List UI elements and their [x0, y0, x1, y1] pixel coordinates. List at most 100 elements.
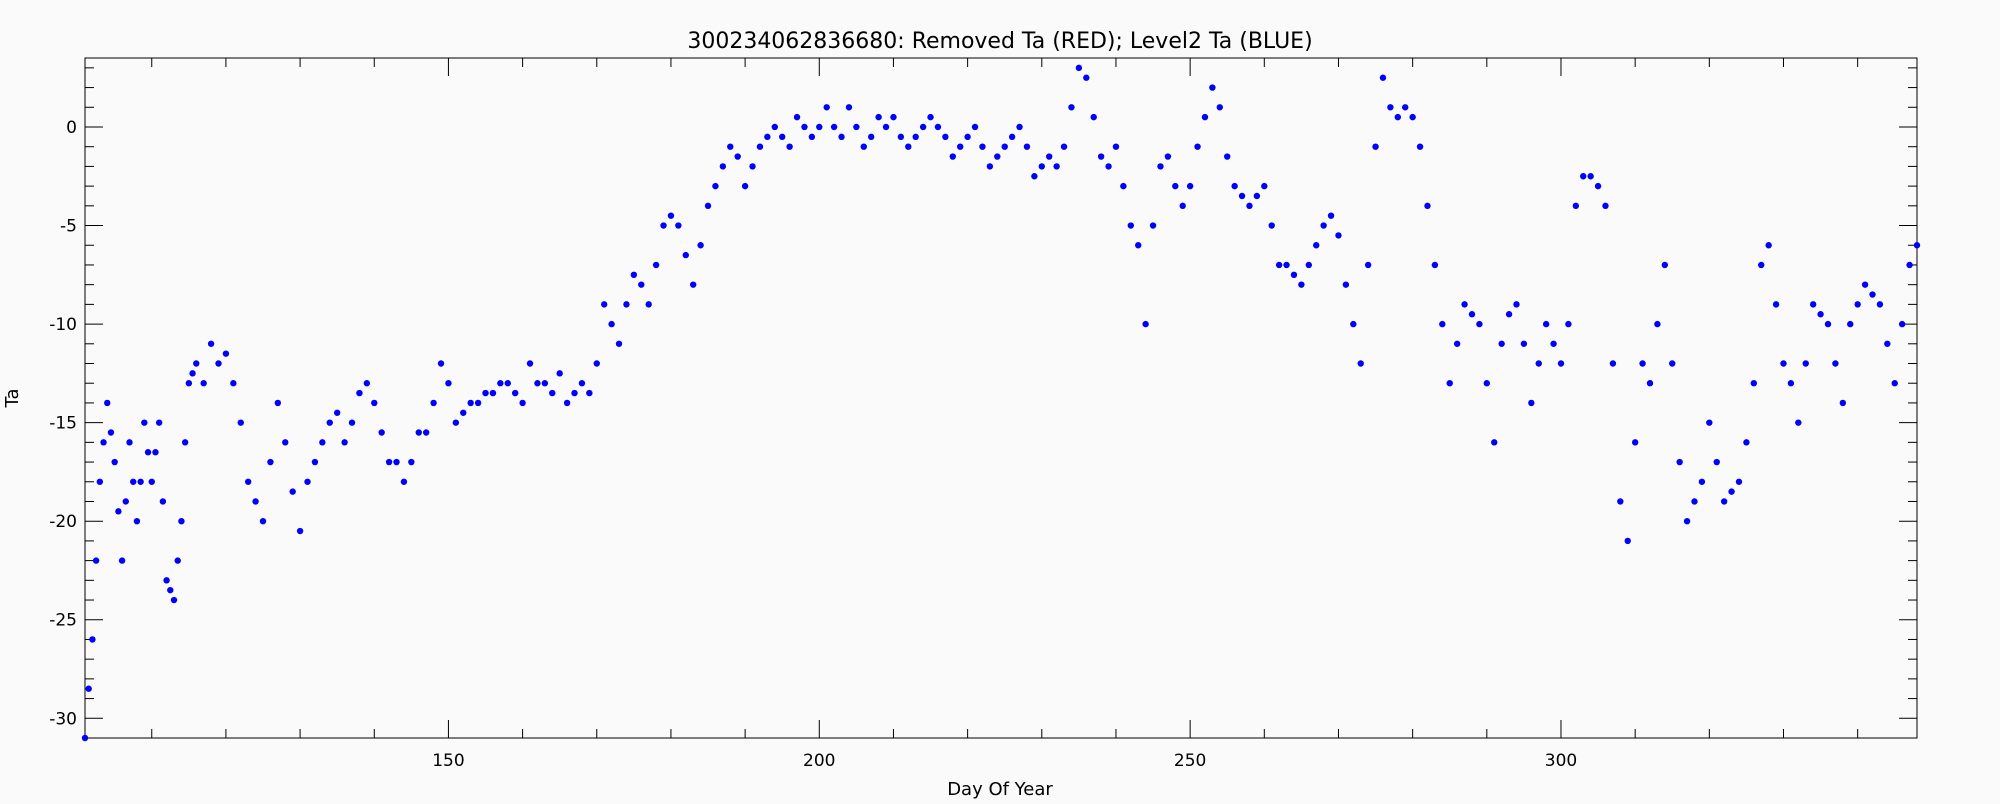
- data-point: [137, 478, 144, 485]
- data-point: [949, 153, 956, 160]
- data-point: [130, 478, 137, 485]
- data-point: [148, 478, 155, 485]
- data-point: [942, 133, 949, 141]
- data-point: [957, 143, 964, 150]
- y-tick-label: -30: [49, 709, 77, 729]
- data-point: [1268, 222, 1275, 229]
- data-point: [1001, 143, 1008, 150]
- data-point: [1691, 498, 1698, 505]
- data-point: [1135, 242, 1142, 249]
- data-point: [100, 439, 107, 446]
- data-point: [853, 123, 860, 131]
- data-point: [1172, 182, 1179, 190]
- data-point: [801, 123, 808, 131]
- data-point: [1839, 399, 1847, 407]
- data-point: [1906, 261, 1913, 269]
- data-point: [296, 527, 304, 535]
- data-point: [1127, 222, 1134, 229]
- data-point: [1847, 320, 1854, 328]
- data-point: [1305, 261, 1313, 269]
- data-point: [1676, 458, 1683, 466]
- data-point: [1068, 104, 1075, 111]
- data-point: [107, 429, 115, 436]
- data-point: [1602, 202, 1609, 210]
- x-tick-label: 250: [1174, 751, 1206, 771]
- data-point: [1780, 360, 1787, 367]
- data-point: [460, 409, 467, 416]
- data-point: [474, 399, 482, 407]
- data-point: [1795, 419, 1802, 426]
- data-point: [207, 340, 215, 347]
- data-point: [571, 389, 578, 397]
- data-point: [1372, 143, 1379, 150]
- data-point: [1238, 192, 1246, 200]
- data-point: [333, 409, 341, 416]
- data-point: [1542, 320, 1550, 328]
- data-point: [1290, 271, 1298, 279]
- data-point: [89, 636, 96, 643]
- data-point: [541, 380, 549, 387]
- data-point: [905, 143, 912, 150]
- data-point: [1513, 301, 1520, 308]
- data-point: [1520, 340, 1528, 347]
- data-point: [1824, 320, 1832, 328]
- data-point: [1097, 153, 1105, 160]
- data-point: [1327, 212, 1335, 219]
- data-point: [830, 123, 838, 131]
- data-point: [252, 498, 259, 505]
- data-point: [771, 123, 778, 131]
- data-point: [1453, 340, 1461, 347]
- data-point: [1216, 104, 1224, 111]
- data-point: [1275, 261, 1283, 269]
- data-point: [1631, 439, 1639, 446]
- x-tick-label: 300: [1545, 751, 1577, 771]
- data-point: [1898, 320, 1906, 328]
- data-point: [185, 380, 193, 387]
- chart-title: 300234062836680: Removed Ta (RED); Level…: [687, 29, 1312, 54]
- data-point: [1720, 498, 1728, 505]
- data-point: [452, 419, 460, 426]
- data-point: [890, 113, 897, 121]
- data-point: [1809, 301, 1817, 308]
- data-point: [259, 517, 267, 525]
- data-point: [756, 143, 764, 150]
- data-point: [1105, 163, 1112, 170]
- data-point: [1698, 478, 1706, 485]
- data-point: [1572, 202, 1580, 210]
- data-point: [1179, 202, 1186, 210]
- data-point: [875, 113, 882, 121]
- data-point: [1224, 153, 1231, 160]
- x-axis-title: Day Of Year: [947, 779, 1053, 800]
- data-point: [482, 389, 489, 397]
- data-point: [274, 399, 282, 407]
- data-point: [445, 380, 452, 387]
- data-point: [519, 399, 526, 407]
- x-tick-label: 150: [432, 751, 464, 771]
- data-point: [578, 380, 586, 387]
- data-point: [181, 439, 189, 446]
- data-point: [615, 340, 623, 347]
- data-point: [1364, 261, 1372, 269]
- data-point: [200, 380, 207, 387]
- data-point: [927, 113, 934, 121]
- data-point: [1350, 320, 1357, 328]
- data-point: [1854, 301, 1861, 308]
- data-point: [1498, 340, 1505, 347]
- data-point: [912, 133, 919, 141]
- data-point: [167, 586, 174, 594]
- data-point: [1335, 232, 1342, 239]
- data-point: [111, 458, 118, 466]
- data-point: [563, 399, 571, 407]
- data-point: [1505, 311, 1513, 318]
- data-point: [326, 419, 333, 426]
- data-point: [971, 123, 979, 131]
- data-point: [289, 488, 296, 495]
- data-point: [1565, 320, 1572, 328]
- data-point: [727, 143, 734, 150]
- y-tick-label: -25: [49, 611, 77, 631]
- data-point: [133, 517, 141, 525]
- data-point: [593, 360, 600, 367]
- data-point: [1431, 261, 1439, 269]
- data-point: [919, 123, 927, 131]
- data-point: [1031, 173, 1038, 180]
